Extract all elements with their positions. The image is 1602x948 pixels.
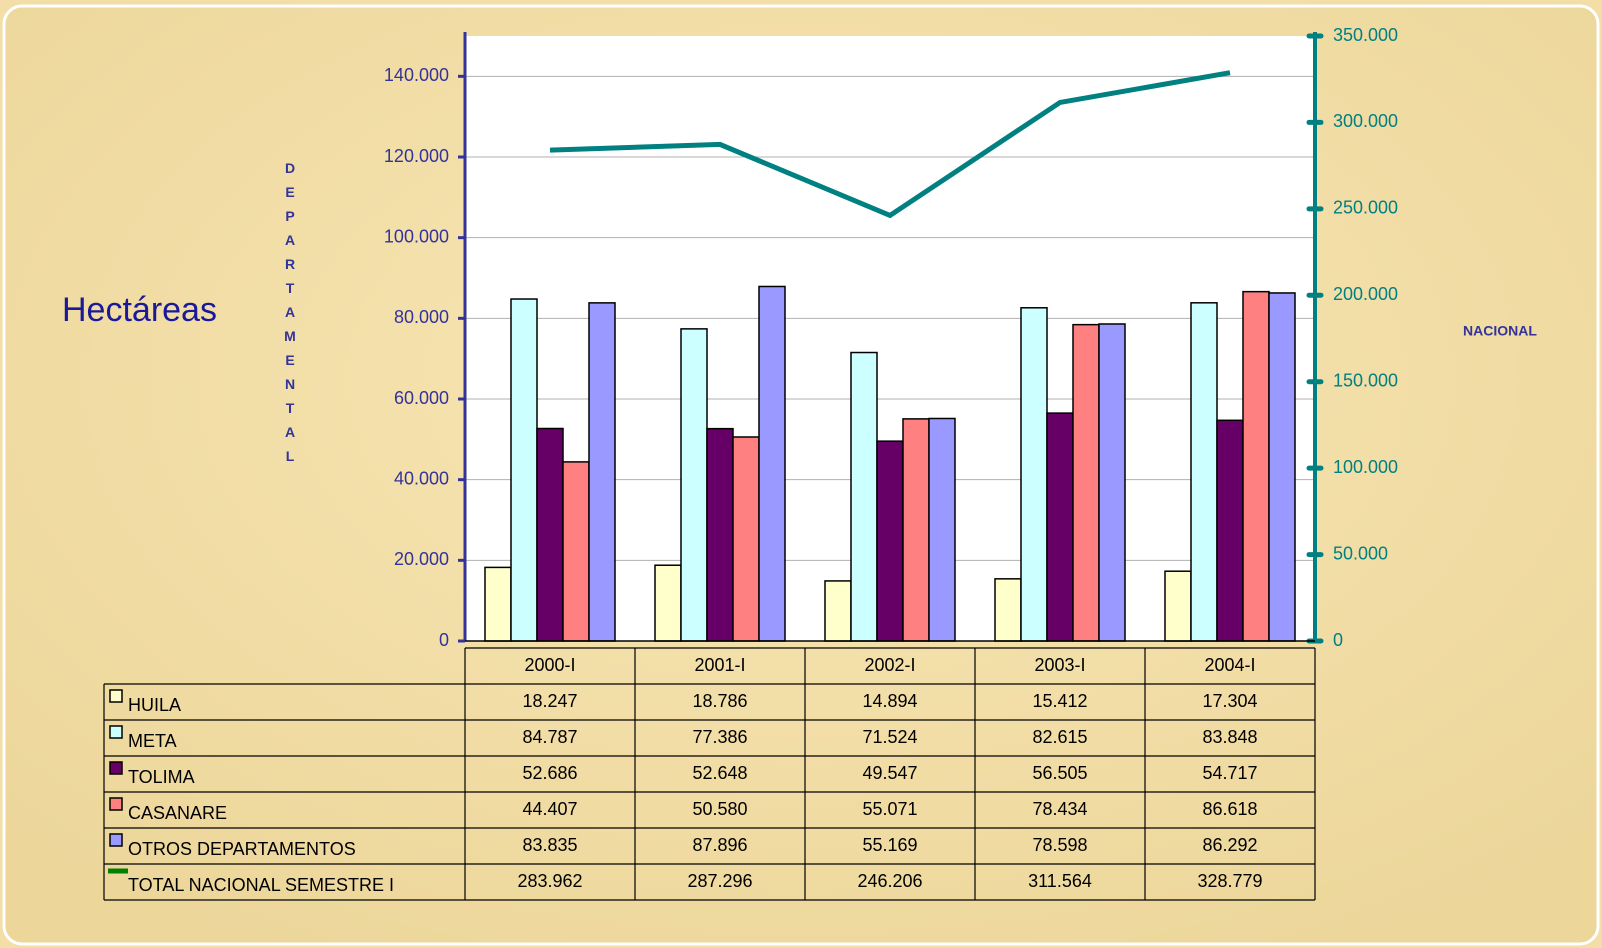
bar — [1242, 290, 1270, 642]
y2-tick-label: 300.000 — [1333, 111, 1398, 131]
legend-label: OTROS DEPARTAMENTOS — [128, 839, 356, 859]
x-tick-label: 2001-I — [694, 655, 745, 675]
y2-tick-label: 0 — [1333, 630, 1343, 650]
y-tick-label: 120.000 — [384, 146, 449, 166]
y-tick-label: 60.000 — [394, 388, 449, 408]
bar — [484, 566, 512, 642]
y2-tick-label: 100.000 — [1333, 457, 1398, 477]
legend-key — [109, 761, 123, 775]
bar — [902, 418, 930, 642]
table-value: 52.648 — [692, 763, 747, 783]
y-tick-label: 0 — [439, 630, 449, 650]
table-value: 78.434 — [1032, 799, 1087, 819]
table-value: 86.292 — [1202, 835, 1257, 855]
y2-tick-label: 50.000 — [1333, 543, 1388, 563]
legend-label: CASANARE — [128, 803, 227, 823]
table-value: 14.894 — [862, 691, 917, 711]
table-value: 71.524 — [862, 727, 917, 747]
table-value: 15.412 — [1032, 691, 1087, 711]
y-tick-label: 20.000 — [394, 549, 449, 569]
table-value: 87.896 — [692, 835, 747, 855]
table-value: 54.717 — [1202, 763, 1257, 783]
bar — [706, 427, 734, 642]
bar — [1164, 570, 1192, 642]
bar — [1046, 412, 1074, 642]
table-value: 18.786 — [692, 691, 747, 711]
table-value: 55.071 — [862, 799, 917, 819]
bar — [1020, 307, 1048, 642]
bar — [588, 302, 616, 642]
bar — [994, 578, 1022, 642]
x-tick-label: 2003-I — [1034, 655, 1085, 675]
bar — [1268, 292, 1296, 642]
table-value: 17.304 — [1202, 691, 1257, 711]
table-value: 18.247 — [522, 691, 577, 711]
bar — [536, 427, 564, 642]
table-value: 52.686 — [522, 763, 577, 783]
bar — [1098, 323, 1126, 642]
x-tick-label: 2002-I — [864, 655, 915, 675]
table-value: 56.505 — [1032, 763, 1087, 783]
y2-tick-label: 250.000 — [1333, 198, 1398, 218]
bar — [1190, 302, 1218, 642]
table-value: 44.407 — [522, 799, 577, 819]
chart-title: Hectáreas — [62, 291, 217, 329]
x-tick-label: 2000-I — [524, 655, 575, 675]
y2-tick-label: 150.000 — [1333, 370, 1398, 390]
y-tick-label: 80.000 — [394, 307, 449, 327]
table-value: 83.848 — [1202, 727, 1257, 747]
bar — [824, 580, 852, 642]
bar — [1072, 323, 1100, 642]
table-value: 86.618 — [1202, 799, 1257, 819]
table-value: 84.787 — [522, 727, 577, 747]
table-value: 246.206 — [857, 871, 922, 891]
bar — [680, 328, 708, 642]
legend-key — [109, 725, 123, 739]
legend-label: TOLIMA — [128, 767, 195, 787]
y-axis-title: DEPARTAMENTAL — [282, 160, 298, 472]
table-value: 283.962 — [517, 871, 582, 891]
y-tick-label: 40.000 — [394, 468, 449, 488]
table-value: 50.580 — [692, 799, 747, 819]
y2-tick-label: 200.000 — [1333, 284, 1398, 304]
bar — [562, 461, 590, 642]
bar — [876, 440, 904, 642]
legend-label: META — [128, 731, 177, 751]
y-tick-label: 100.000 — [384, 226, 449, 246]
y2-tick-label: 350.000 — [1333, 25, 1398, 45]
bar — [654, 564, 682, 642]
y-tick-label: 140.000 — [384, 65, 449, 85]
table-value: 328.779 — [1197, 871, 1262, 891]
bar — [510, 298, 538, 642]
bar — [1216, 419, 1244, 642]
bar — [758, 285, 786, 642]
bar — [928, 417, 956, 642]
legend-key — [109, 833, 123, 847]
table-value: 78.598 — [1032, 835, 1087, 855]
table-value: 77.386 — [692, 727, 747, 747]
table-value: 311.564 — [1028, 871, 1092, 891]
table-value: 55.169 — [862, 835, 917, 855]
table-value: 287.296 — [687, 871, 752, 891]
bar — [850, 351, 878, 642]
table-value: 82.615 — [1032, 727, 1087, 747]
legend-label: TOTAL NACIONAL SEMESTRE I — [128, 875, 394, 895]
y2-axis-title: NACIONAL — [1463, 323, 1537, 339]
legend-key — [109, 689, 123, 703]
legend-key — [109, 797, 123, 811]
table-value: 49.547 — [862, 763, 917, 783]
x-tick-label: 2004-I — [1204, 655, 1255, 675]
line-series — [549, 70, 1231, 219]
table-value: 83.835 — [522, 835, 577, 855]
bar — [732, 436, 760, 642]
legend-label: HUILA — [128, 695, 181, 715]
